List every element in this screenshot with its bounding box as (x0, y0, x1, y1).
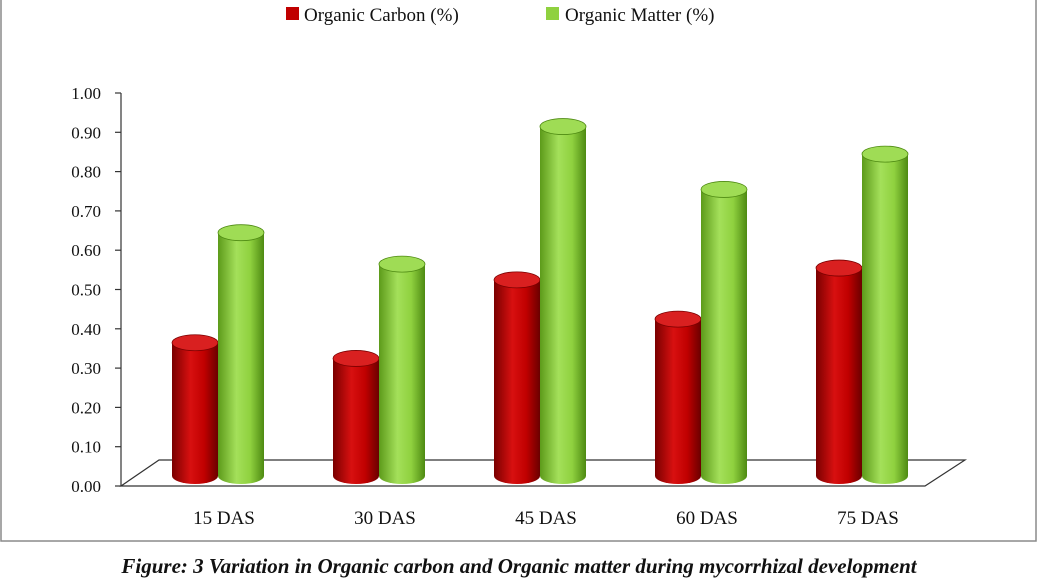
y-tick-label: 0.40 (71, 320, 101, 339)
x-axis-labels: 15 DAS 30 DAS 45 DAS 60 DAS 75 DAS (193, 508, 899, 529)
bar-top (493, 271, 541, 289)
x-tick-label: 15 DAS (193, 508, 255, 529)
y-tick-label: 0.00 (71, 477, 101, 496)
bar-organic-matter (217, 224, 265, 484)
bar-body (540, 126, 586, 484)
bar-organic-matter (700, 181, 748, 484)
bar-top (815, 259, 863, 277)
y-tick-label: 0.80 (71, 163, 101, 182)
bar-body (655, 319, 701, 484)
legend-label-organic-matter: Organic Matter (%) (565, 5, 714, 26)
bar-body (862, 154, 908, 484)
bar-body (172, 342, 218, 484)
bar-organic-matter (861, 145, 909, 484)
bar-body (816, 268, 862, 484)
y-tick-label: 0.30 (71, 359, 101, 378)
bar-top (539, 118, 587, 135)
bar-top (861, 145, 909, 163)
x-tick-label: 30 DAS (354, 508, 416, 529)
y-tick-label: 0.20 (71, 398, 101, 417)
bar-organic-matter (539, 118, 587, 484)
y-tick-label: 1.00 (71, 84, 101, 103)
x-tick-label: 75 DAS (837, 508, 899, 529)
chart-border (0, 0, 1037, 542)
y-tick-label: 0.90 (71, 123, 101, 142)
legend-label-organic-carbon: Organic Carbon (%) (304, 5, 459, 26)
x-tick-label: 45 DAS (515, 508, 577, 529)
legend: Organic Carbon (%) Organic Matter (%) (286, 5, 714, 26)
chart-floor (119, 459, 968, 487)
bars (171, 118, 909, 484)
y-tick-label: 0.50 (71, 281, 101, 300)
bar-organic-carbon (654, 310, 702, 484)
bar-body (218, 232, 264, 484)
bar-body (379, 264, 425, 484)
y-tick-label: 0.10 (71, 438, 101, 457)
bar-organic-carbon (493, 271, 541, 484)
bar-body (701, 189, 747, 484)
bar-top (700, 181, 748, 198)
bar-top (654, 310, 702, 328)
bar-top (217, 224, 265, 242)
x-tick-label: 60 DAS (676, 508, 738, 529)
bar-body (333, 358, 379, 484)
figure-caption: Figure: 3 Variation in Organic carbon an… (121, 554, 917, 578)
bar-organic-carbon (171, 334, 219, 484)
bar-body (494, 279, 540, 484)
bar-organic-carbon (332, 350, 380, 484)
bar-organic-matter (378, 255, 426, 484)
bar-top (378, 255, 426, 273)
bar-organic-carbon (815, 259, 863, 484)
bar-top (171, 334, 219, 352)
bar-top (332, 350, 380, 367)
y-tick-label: 0.60 (71, 241, 101, 260)
legend-swatch-organic-matter (546, 7, 559, 20)
y-axis-ticks: 0.00 0.10 0.20 0.30 0.40 0.50 0.60 0.70 0.80 0.90… (71, 84, 121, 496)
legend-swatch-organic-carbon (286, 7, 299, 20)
y-tick-label: 0.70 (71, 202, 101, 221)
